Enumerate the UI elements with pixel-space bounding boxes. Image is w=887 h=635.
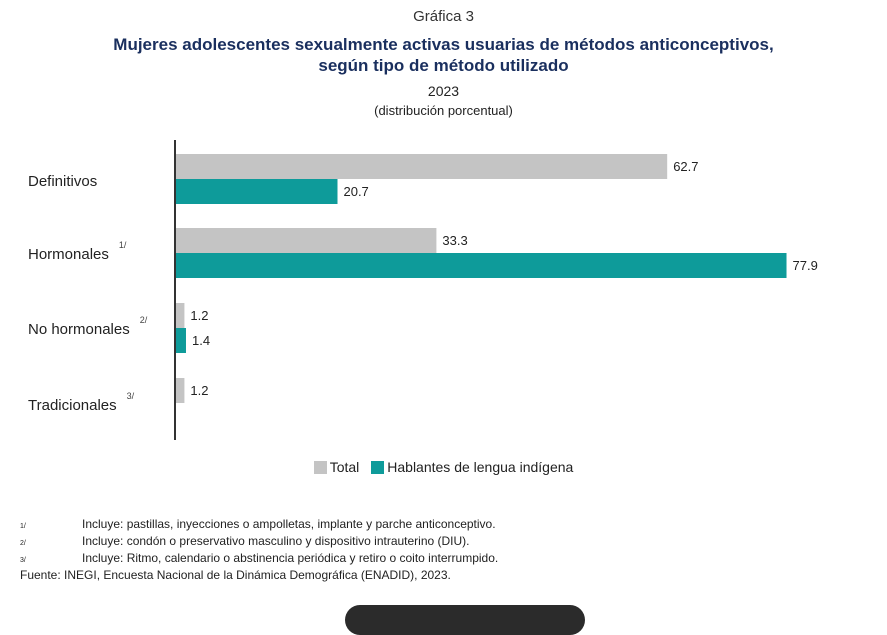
legend-item-indigenous: Hablantes de lengua indígena <box>371 459 573 475</box>
overlay-pill <box>345 605 585 635</box>
category-note-hormonales: 1/ <box>119 240 127 250</box>
legend-label-indigenous: Hablantes de lengua indígena <box>387 459 574 475</box>
source-note: Fuente: INEGI, Encuesta Nacional de la D… <box>20 568 451 582</box>
footnote-mark-3: 3/ <box>20 557 26 564</box>
chart-year: 2023 <box>427 83 460 99</box>
bar-total-tradicionales <box>175 378 185 403</box>
legend-swatch-indigenous <box>371 460 385 474</box>
category-note-no-hormonales: 2/ <box>140 315 148 325</box>
footnotes: 1/ Incluye: pastillas, inyecciones o amp… <box>20 517 498 582</box>
category-label-hormonales: Hormonales <box>28 246 109 263</box>
data-label-total-tradicionales: 1.2 <box>190 383 208 398</box>
bar-total-hormonales <box>175 228 437 253</box>
legend-label-total: Total <box>329 459 360 475</box>
graph-number: Gráfica 3 <box>413 8 474 25</box>
bar-total-definitivos <box>175 154 668 179</box>
footnote-text-3: Incluye: Ritmo, calendario o abstinencia… <box>82 551 499 565</box>
category-label-definitivos: Definitivos <box>28 173 97 190</box>
data-label-indigenous-hormonales: 77.9 <box>793 258 818 273</box>
category-note-tradicionales: 3/ <box>127 391 135 401</box>
data-label-indigenous-no-hormonales: 1.4 <box>192 333 210 348</box>
bar-indigenous-hormonales <box>175 253 787 278</box>
chart-unit: (distribución porcentual) <box>374 103 513 118</box>
chart-title-line-2: según tipo de método utilizado <box>318 56 569 75</box>
bar-chart: Definitivos 62.7 20.7 Hormonales 1/33.3 77.9 N… <box>28 140 818 440</box>
bar-indigenous-no-hormonales <box>175 328 186 353</box>
data-label-total-no-hormonales: 1.2 <box>190 308 208 323</box>
footnote-text-2: Incluye: condón o preservativo masculino… <box>82 534 470 548</box>
chart-title-line-1: Mujeres adolescentes sexualmente activas… <box>113 35 774 54</box>
category-label-tradicionales: Tradicionales <box>28 397 117 414</box>
data-label-indigenous-definitivos: 20.7 <box>343 184 368 199</box>
bar-indigenous-definitivos <box>175 179 338 204</box>
legend-swatch-total <box>313 460 327 474</box>
data-label-total-definitivos: 62.7 <box>673 159 698 174</box>
footnote-text-1: Incluye: pastillas, inyecciones o ampoll… <box>82 517 496 531</box>
legend-item-total: Total <box>313 459 360 475</box>
bar-total-no-hormonales <box>175 303 185 328</box>
footnote-2: 2/ Incluye: condón o preservativo mascul… <box>20 534 498 551</box>
footnote-mark-2: 2/ <box>20 540 26 547</box>
chart-legend: Total Hablantes de lengua indígena <box>0 459 887 475</box>
category-label-no-hormonales: No hormonales <box>28 321 130 338</box>
footnote-mark-1: 1/ <box>20 523 26 530</box>
footnote-1: 1/ Incluye: pastillas, inyecciones o amp… <box>20 517 498 534</box>
footnote-3: 3/ Incluye: Ritmo, calendario o abstinen… <box>20 551 498 568</box>
data-label-total-hormonales: 33.3 <box>442 233 467 248</box>
